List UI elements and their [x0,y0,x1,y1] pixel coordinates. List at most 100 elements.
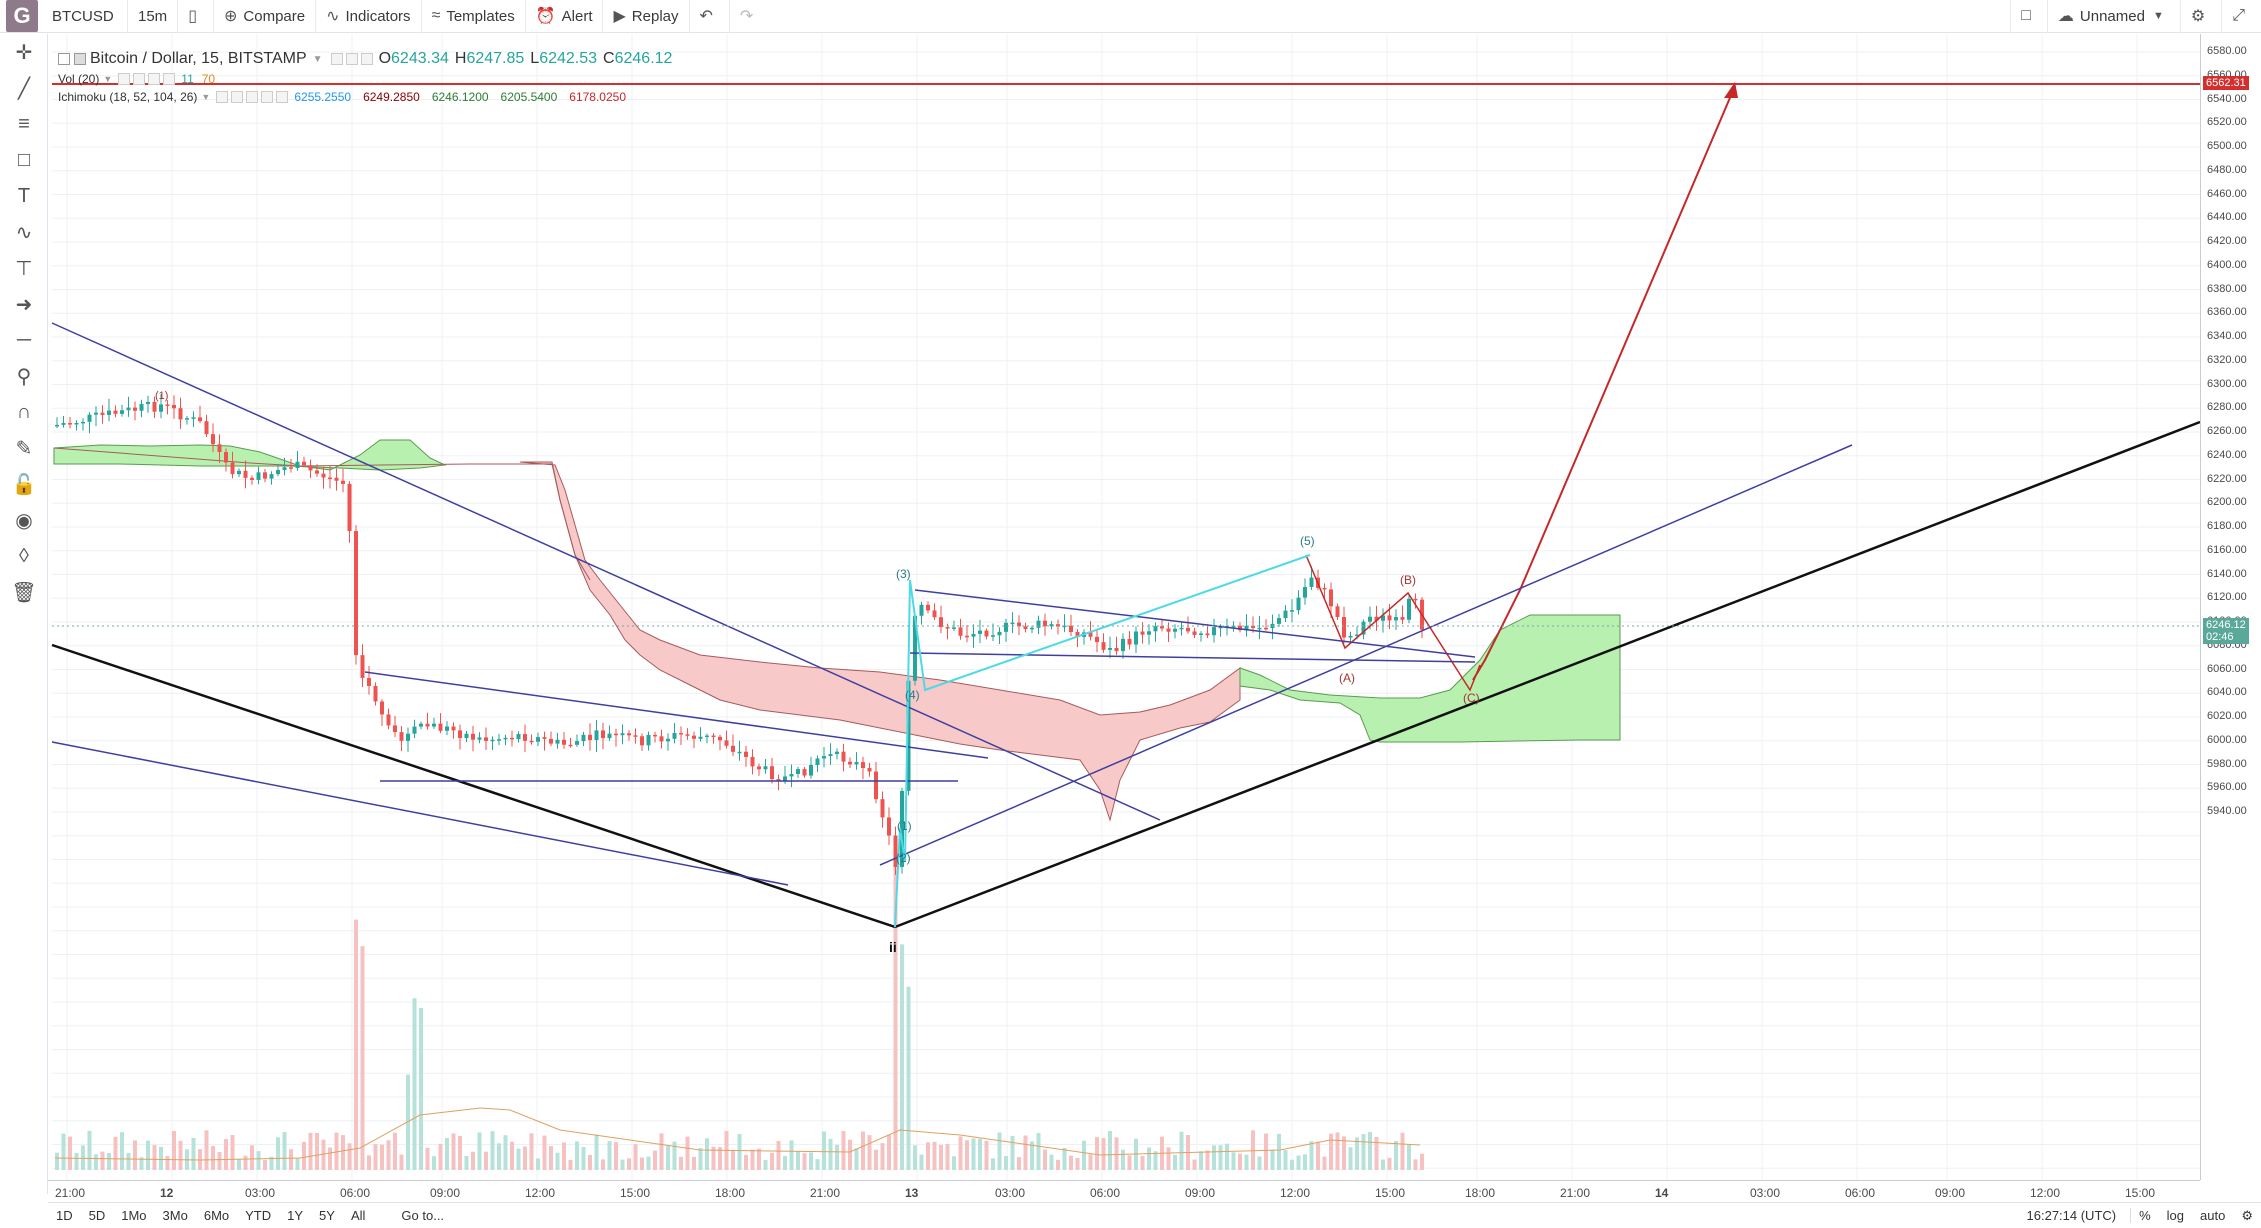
candle-body [1264,627,1268,630]
volume-bar [848,1139,852,1170]
projection-arrow[interactable] [1472,85,1736,681]
volume-bar [61,1133,66,1170]
replay-button[interactable]: ▶ Replay [603,0,690,33]
black-trendline-up[interactable] [894,420,2201,929]
vol-eye-icon[interactable] [118,73,131,85]
indicators-button[interactable]: ∿ Indicators [316,0,422,33]
expand-button[interactable]: ⤢ [2222,0,2261,33]
candle-body [1140,631,1145,635]
range-button[interactable]: 1D [56,1208,73,1223]
blue-trendline-main[interactable] [51,322,1161,821]
compare-button[interactable]: ⊕ Compare [214,0,317,33]
volume-bar [1101,1138,1106,1170]
vol-close-icon[interactable] [163,73,176,85]
percent-toggle[interactable]: % [2139,1208,2151,1223]
blue-flag-upper[interactable] [914,589,1476,658]
trash-tool[interactable]: 🗑 [0,574,48,610]
clock[interactable]: 16:27:14 (UTC) [2019,1208,2132,1223]
volume-bar [81,1145,85,1170]
text-tool[interactable]: T [0,178,48,214]
log-toggle[interactable]: log [2166,1208,2185,1223]
pattern-tool[interactable]: ∿ [0,214,48,250]
settings-button[interactable]: ⚙ [2181,0,2223,33]
fib-tool[interactable]: ≡ [0,106,48,142]
redo-button[interactable]: ↷ [730,0,769,33]
volume-bar [100,1151,105,1170]
close-value: 6246.12 [614,50,673,67]
candle-body [185,418,189,420]
range-button[interactable]: 3Mo [162,1208,188,1223]
range-button[interactable]: 5D [88,1208,106,1223]
collapse-icon[interactable] [58,53,70,65]
elliott-wave-cyan[interactable] [894,554,1311,928]
alert-button[interactable]: ⏰ Alert [526,0,604,33]
candle-body [68,423,72,425]
legend-main-row: Bitcoin / Dollar, 15, BITSTAMP ▼ O 6243.3… [58,48,678,70]
vol-menu-icon[interactable]: ▼ [103,74,113,84]
ichimoku-close-icon[interactable] [276,91,289,103]
blue-trendline-rising[interactable] [879,444,1853,866]
volume-bar [282,1132,287,1170]
legend-eye-icon[interactable] [330,53,343,65]
volume-bar [562,1142,566,1170]
range-button[interactable]: 6Mo [203,1208,230,1223]
ichimoku-menu-icon[interactable]: ▼ [201,92,211,102]
price-tick: 6240.00 [2207,448,2247,461]
ichimoku-eye-icon[interactable] [216,91,229,103]
chart-style-button[interactable]: ▯ [178,0,214,33]
templates-button[interactable]: ≈ Templates [422,0,526,33]
symbol-search-button[interactable]: BTCUSD [38,0,128,33]
candle-body [646,734,651,746]
stay-drawing-tool[interactable]: ✎ [0,430,48,466]
trendline-tool[interactable]: ╱ [0,70,48,106]
volume-bar [698,1148,703,1170]
blue-channel-upper[interactable] [364,671,989,759]
vol-settings-icon[interactable] [133,73,146,85]
fullscreen-toggle-button[interactable]: □ [2010,0,2048,33]
zoom-tool[interactable]: ⚲ [0,358,48,394]
interval-button[interactable]: 15m [128,0,179,33]
blue-trendline-lower[interactable] [51,741,789,886]
app-logo[interactable]: G [6,0,38,32]
black-trendline-down[interactable] [51,643,896,929]
abc-correction-line[interactable] [1305,554,1481,692]
candle-body [263,472,267,479]
range-button[interactable]: YTD [245,1208,272,1223]
candle-body [1127,638,1132,645]
volume-bar [815,1159,820,1170]
crosshair-tool[interactable]: ✛ [0,34,48,70]
range-button[interactable]: All [350,1208,366,1223]
candle-body [997,631,1002,636]
layout-button[interactable]: ☁ Unnamed ▼ [2048,0,2181,33]
ichimoku-source-icon[interactable] [261,91,274,103]
vol-format-icon[interactable] [148,73,161,85]
scale-settings-button[interactable]: ⚙ [2233,1208,2261,1224]
range-button[interactable]: 1Mo [121,1208,147,1223]
legend-settings-icon[interactable] [345,53,358,65]
ruler-tool[interactable]: ─ [0,322,48,358]
auto-toggle[interactable]: auto [2200,1208,2226,1223]
volume-bar [640,1157,644,1170]
blue-flag-lower[interactable] [909,652,1476,663]
magnet-tool[interactable]: ∩ [0,394,48,430]
volume-bar [711,1146,716,1170]
prediction-tool[interactable]: ⊤ [0,250,48,286]
lock-tool[interactable]: 🔓 [0,466,48,502]
legend-close-icon[interactable] [360,53,373,65]
time-axis[interactable]: 21:00 12 03:00 06:00 09:00 12:00 15:00 18:00 21:… [48,1180,2200,1202]
goto-button[interactable]: Go to... [401,1208,445,1223]
candle-body [1329,589,1333,607]
price-axis[interactable]: 6580.00 6560.00 6540.00 6520.00 6500.00 6480.… [2200,34,2261,1180]
visibility-tool[interactable]: ◉ [0,502,48,538]
rectangle-tool[interactable]: □ [0,142,48,178]
price-tick: 6360.00 [2207,306,2247,319]
ichimoku-settings-icon[interactable] [231,91,244,103]
ichimoku-format-icon[interactable] [246,91,259,103]
range-button[interactable]: 5Y [319,1208,335,1223]
layers-tool[interactable]: ◊ [0,538,48,574]
legend-menu-icon[interactable]: ▼ [312,53,323,65]
back-tool[interactable]: ➜ [0,286,48,322]
undo-button[interactable]: ↶ [690,0,730,33]
range-button[interactable]: 1Y [287,1208,304,1223]
